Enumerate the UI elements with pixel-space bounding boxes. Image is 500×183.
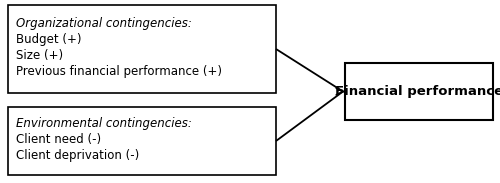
Bar (345, 63, 493, 120)
Text: Previous financial performance (+): Previous financial performance (+) (16, 65, 222, 78)
Text: Size (+): Size (+) (16, 49, 63, 62)
Text: Environmental contingencies:: Environmental contingencies: (16, 117, 192, 130)
Text: Budget (+): Budget (+) (16, 33, 82, 46)
Text: Client deprivation (-): Client deprivation (-) (16, 149, 139, 162)
Bar (8, 107, 276, 175)
Bar (8, 5, 276, 93)
Text: Client need (-): Client need (-) (16, 133, 101, 146)
Text: Organizational contingencies:: Organizational contingencies: (16, 17, 192, 30)
Text: Financial performance: Financial performance (335, 85, 500, 98)
